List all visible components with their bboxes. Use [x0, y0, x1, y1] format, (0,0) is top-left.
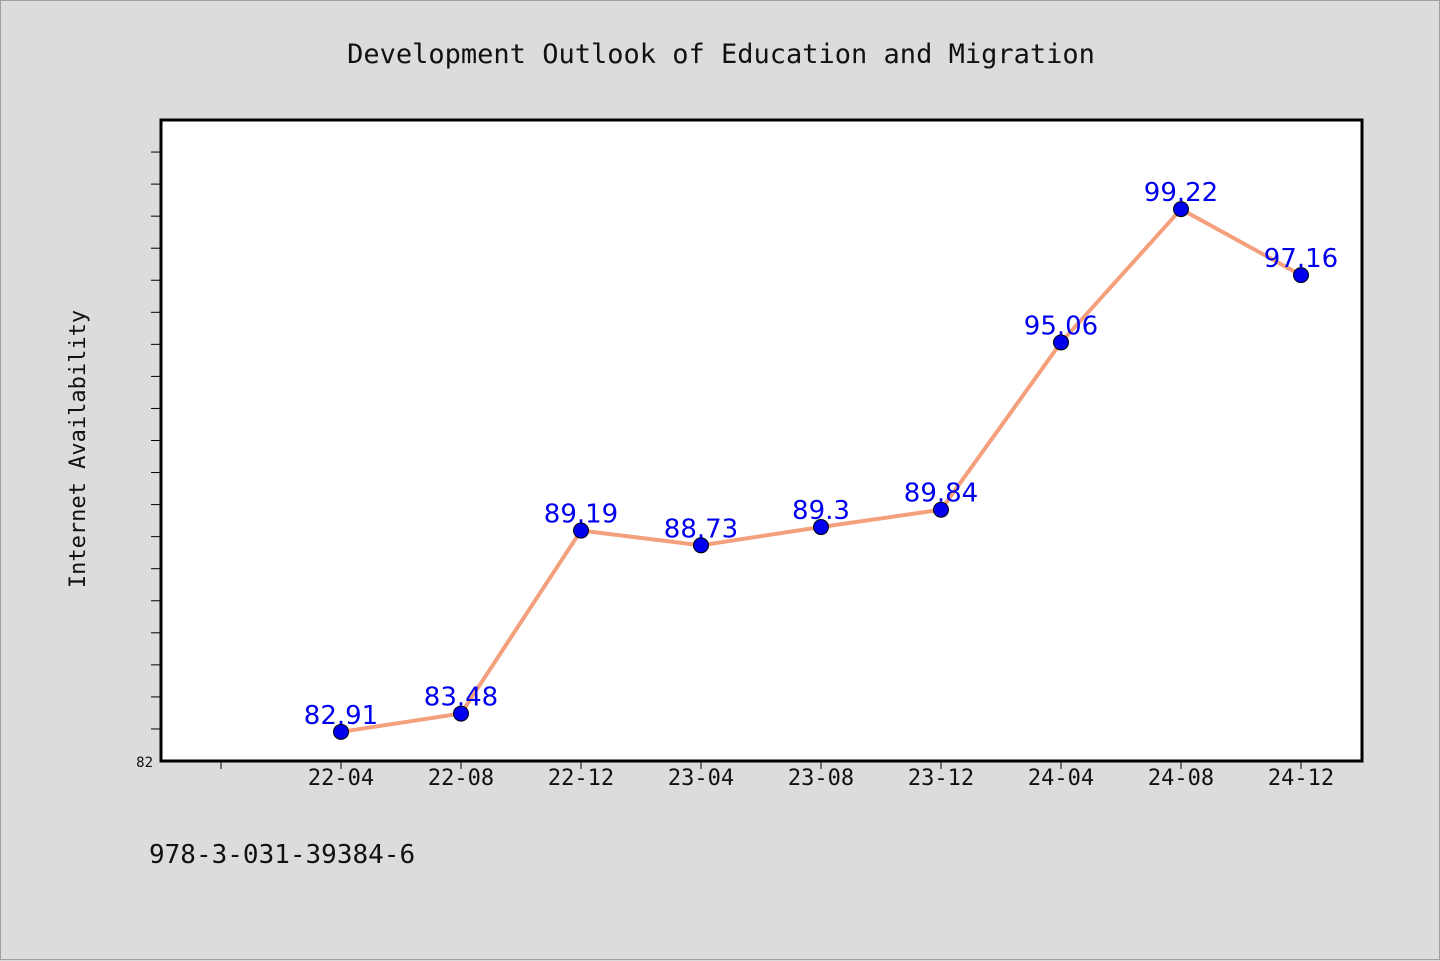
x-axis-ticks: 22-04 22-08 22-12 23-04 23-08 23-12 24-04 24-08… — [220, 761, 1334, 791]
x-tick-label: 24-08 — [1148, 766, 1214, 791]
footer-isbn: 978-3-031-39384-6 — [149, 840, 415, 870]
data-point — [573, 522, 589, 539]
data-label: 95.06 — [1024, 311, 1098, 341]
y-axis-ticks — [151, 151, 161, 730]
x-tick-label: 23-04 — [668, 766, 734, 791]
plot-area — [161, 120, 1362, 761]
data-label: 88.73 — [664, 514, 738, 544]
data-label: 89.3 — [792, 496, 850, 526]
data-point — [333, 723, 349, 740]
x-tick-label: 22-04 — [308, 766, 374, 791]
data-label: 99.22 — [1144, 178, 1218, 208]
plot-border — [159, 118, 1364, 763]
data-point — [933, 501, 949, 518]
chart-title: Development Outlook of Education and Mig… — [347, 39, 1095, 70]
data-label: 89.19 — [544, 500, 618, 530]
data-label: 83.48 — [424, 683, 498, 713]
data-label: 82.91 — [304, 701, 378, 731]
data-label: 97.16 — [1264, 244, 1338, 274]
series-layer: 82.91 83.48 89.19 88.73 89.3 89.84 95.06 99.22 9… — [304, 178, 1338, 740]
y-axis-label: Internet Availability — [66, 310, 91, 588]
x-tick-label: 23-08 — [788, 766, 854, 791]
x-tick-label: 23-12 — [908, 766, 974, 791]
x-tick-label: 22-08 — [428, 766, 494, 791]
y-tick-label-min: 82 — [136, 755, 153, 771]
x-tick-label: 24-04 — [1028, 766, 1094, 791]
data-point — [1293, 267, 1309, 284]
data-point — [813, 519, 829, 536]
data-point — [453, 705, 469, 722]
data-point — [1053, 334, 1069, 351]
x-tick-label: 22-12 — [548, 766, 614, 791]
data-point — [693, 537, 709, 554]
x-tick-label: 24-12 — [1268, 766, 1334, 791]
data-label: 89.84 — [904, 479, 978, 509]
data-point — [1173, 201, 1189, 218]
